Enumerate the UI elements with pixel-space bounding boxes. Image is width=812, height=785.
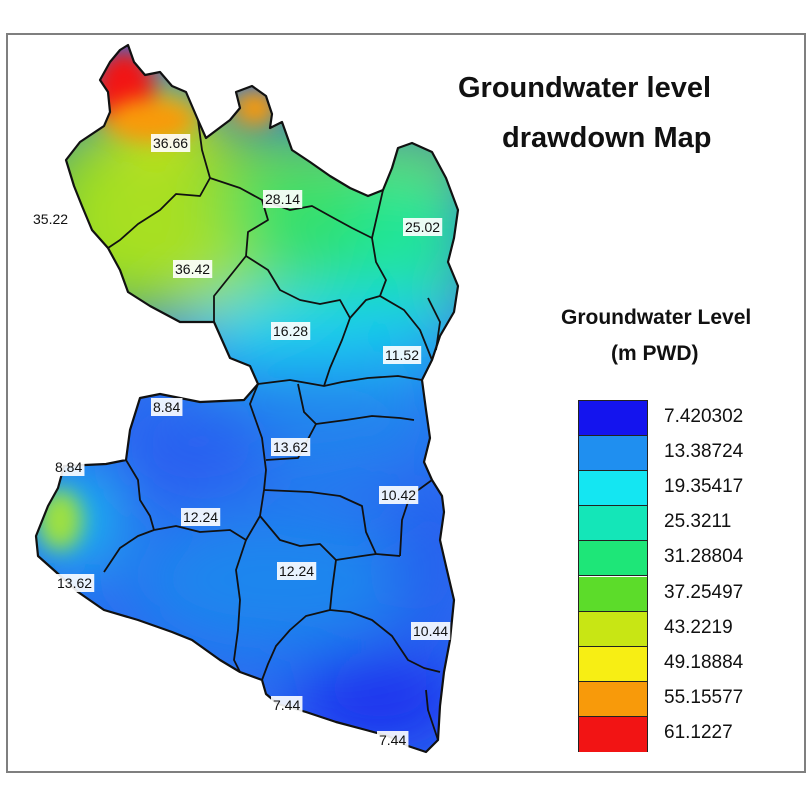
well-label-background [151, 398, 183, 416]
legend-swatch [579, 471, 647, 507]
well-value-label: 10.42 [381, 487, 416, 503]
well-label-background [403, 218, 443, 236]
boundary-line [249, 383, 267, 517]
well-value-label: 16.28 [273, 323, 308, 339]
boundary-line [259, 515, 377, 561]
boundary-line [261, 609, 331, 681]
well-label-background [271, 696, 303, 714]
well-label-background [53, 458, 85, 476]
well-value-label: 36.66 [153, 135, 188, 151]
legend-swatch [579, 506, 647, 542]
boundary-line [329, 559, 441, 673]
boundary-line [425, 689, 439, 741]
map-title-line-2: drawdown Map [502, 122, 712, 154]
legend-value: 25.3211 [664, 511, 732, 533]
legend-value: 19.35417 [664, 476, 744, 498]
well-value-label: 36.42 [175, 261, 210, 277]
map-title-line-1: Groundwater level [458, 72, 712, 104]
well-value-label: 13.62 [273, 439, 308, 455]
legend-value: 49.18884 [664, 651, 744, 673]
well-label-background [271, 322, 311, 340]
boundary-line [103, 529, 155, 573]
boundary-line [379, 295, 433, 361]
legend-value: 43.2219 [664, 616, 733, 638]
legend-swatch [579, 576, 647, 612]
boundary-line [257, 375, 423, 387]
well-label-background [271, 438, 311, 456]
legend-value: 37.25497 [664, 581, 744, 603]
well-value-label: 10.44 [413, 623, 448, 639]
legend-value: 55.15577 [664, 686, 744, 708]
legend-title-line-2: (m PWD) [611, 342, 699, 365]
legend-value: 61.1227 [664, 721, 733, 743]
well-label-background [277, 562, 317, 580]
well-label-background [379, 486, 419, 504]
sub-district-boundaries [103, 119, 441, 741]
legend-swatch [579, 646, 647, 682]
legend-swatch [579, 716, 647, 752]
well-value-label: 11.52 [385, 347, 419, 363]
boundary-line [297, 383, 415, 425]
legend-swatch [579, 541, 647, 577]
boundary-line [107, 119, 211, 249]
well-label-background [263, 190, 303, 208]
boundary-line [209, 177, 269, 322]
well-value-label: 7.44 [379, 732, 406, 748]
legend-swatch [579, 681, 647, 717]
well-value-label: 8.84 [55, 459, 82, 475]
boundary-line [153, 515, 261, 541]
legend-swatch [579, 436, 647, 472]
well-label-background [151, 134, 191, 152]
legend-value: 31.28804 [664, 546, 744, 568]
well-label-background [411, 622, 451, 640]
well-value-label: 8.84 [153, 399, 180, 415]
well-value-label: 13.62 [57, 575, 92, 591]
well-label-background [55, 574, 95, 592]
boundary-line [427, 297, 441, 351]
well-value-label: 7.44 [273, 697, 300, 713]
well-value-label: 28.14 [265, 191, 300, 207]
well-label-background [383, 346, 422, 364]
well-labels: 36.66 28.14 35.22 25.02 36.42 16.28 11.52 8.84 1… [31, 134, 451, 749]
legend-value: 13.38724 [664, 441, 744, 463]
boundary-line [245, 255, 351, 319]
well-value-label: 12.24 [279, 563, 314, 579]
well-label-background [377, 731, 409, 749]
well-value-label: 25.02 [405, 219, 440, 235]
boundary-line [265, 423, 317, 461]
legend-swatch [579, 611, 647, 647]
well-value-label: 35.22 [33, 211, 68, 227]
legend-title-line-1: Groundwater Level [561, 306, 752, 329]
boundary-line [323, 237, 387, 387]
boundary-line [233, 539, 247, 673]
legend-swatch [579, 401, 647, 437]
legend-value: 7.420302 [664, 406, 744, 427]
legend-color-scale [578, 400, 648, 752]
well-label-background [31, 210, 71, 228]
well-label-background [173, 260, 213, 278]
boundary-line [399, 479, 433, 557]
well-label-background [181, 508, 221, 526]
boundary-line [125, 459, 155, 531]
well-value-label: 12.24 [183, 509, 218, 525]
